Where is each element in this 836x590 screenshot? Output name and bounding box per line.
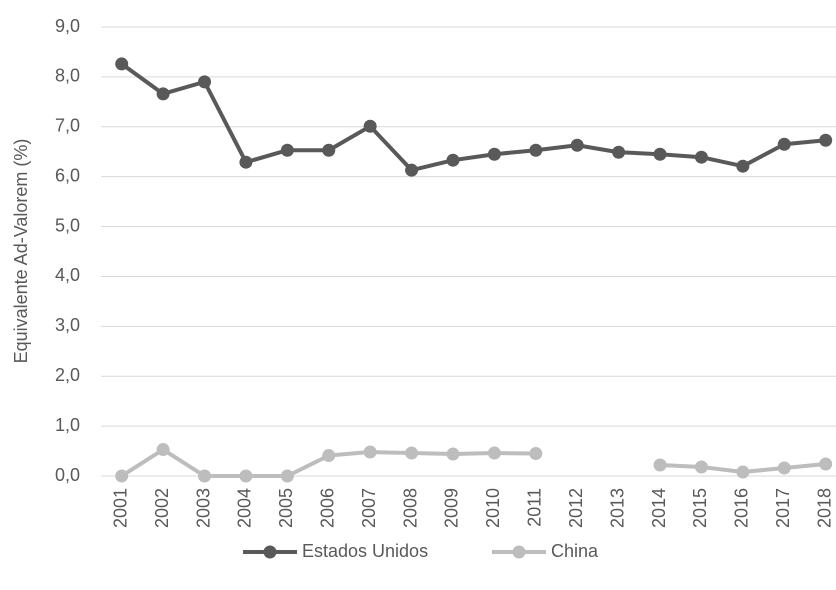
data-point [363,445,377,459]
data-point [405,163,419,177]
y-tick-label: 9,0 [55,16,80,36]
data-point [653,458,667,472]
x-tick-label: 2014 [649,488,669,528]
y-tick-label: 5,0 [55,215,80,235]
legend-marker [512,545,526,559]
data-point [405,446,419,460]
data-point [198,75,212,89]
data-point [570,138,584,152]
series-line [120,62,826,173]
data-point [529,143,543,157]
y-tick-label: 4,0 [55,265,80,285]
data-point [777,461,791,475]
data-point [156,443,170,457]
x-tick-label: 2017 [773,488,793,528]
x-tick-label: 2010 [483,488,503,528]
data-point [736,159,750,173]
x-tick-label: 2018 [814,488,834,528]
legend-label: Estados Unidos [302,541,428,561]
data-point [612,145,626,159]
y-tick-label: 2,0 [55,365,80,385]
legend-marker [263,545,277,559]
data-point [819,457,833,471]
data-point [694,460,708,474]
data-point [156,87,170,101]
x-tick-label: 2003 [193,488,213,528]
x-tick-label: 2006 [318,488,338,528]
x-tick-label: 2005 [276,488,296,528]
data-point [115,57,129,71]
data-point [239,469,253,483]
data-point [363,119,377,133]
data-point [487,446,501,460]
y-tick-label: 6,0 [55,165,80,185]
data-point [777,137,791,151]
x-tick-label: 2008 [400,488,420,528]
x-tick-label: 2004 [235,488,255,528]
data-point [115,469,129,483]
data-point [487,147,501,161]
data-point [280,469,294,483]
series-line [120,447,826,478]
y-axis-title: Equivalente Ad-Valorem (%) [11,139,31,364]
data-point [653,147,667,161]
legend-label: China [551,541,599,561]
y-tick-label: 8,0 [55,66,80,86]
data-point [736,465,750,479]
data-point [280,143,294,157]
x-tick-label: 2016 [732,488,752,528]
x-tick-label: 2012 [566,488,586,528]
x-tick-label: 2007 [359,488,379,528]
y-tick-label: 0,0 [55,465,80,485]
data-point [529,447,543,461]
x-tick-label: 2001 [110,488,130,528]
x-tick-label: 2015 [690,488,710,528]
data-point [446,447,460,461]
data-point [198,469,212,483]
data-point [322,143,336,157]
y-tick-label: 1,0 [55,415,80,435]
x-tick-label: 2002 [152,488,172,528]
y-tick-label: 7,0 [55,116,80,136]
data-point [446,153,460,167]
data-point [819,133,833,147]
data-point [694,150,708,164]
data-point [322,449,336,463]
x-tick-label: 2013 [607,488,627,528]
y-tick-label: 3,0 [55,315,80,335]
data-point [239,155,253,169]
x-tick-label: 2009 [442,488,462,528]
x-tick-label: 2011 [525,488,545,527]
